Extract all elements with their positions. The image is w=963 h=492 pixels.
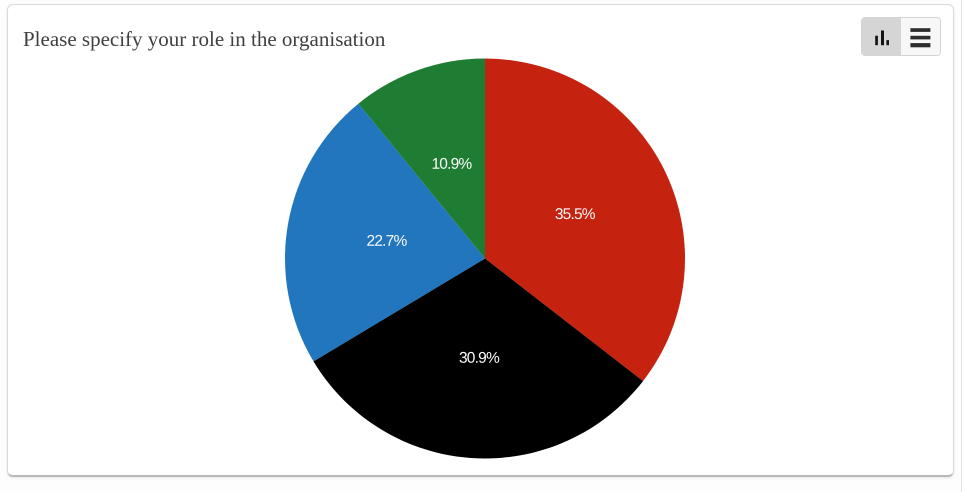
svg-text:10.9%: 10.9%: [431, 156, 472, 173]
svg-text:22.7%: 22.7%: [367, 233, 408, 250]
svg-text:35.5%: 35.5%: [555, 206, 596, 223]
svg-text:30.9%: 30.9%: [459, 350, 500, 367]
